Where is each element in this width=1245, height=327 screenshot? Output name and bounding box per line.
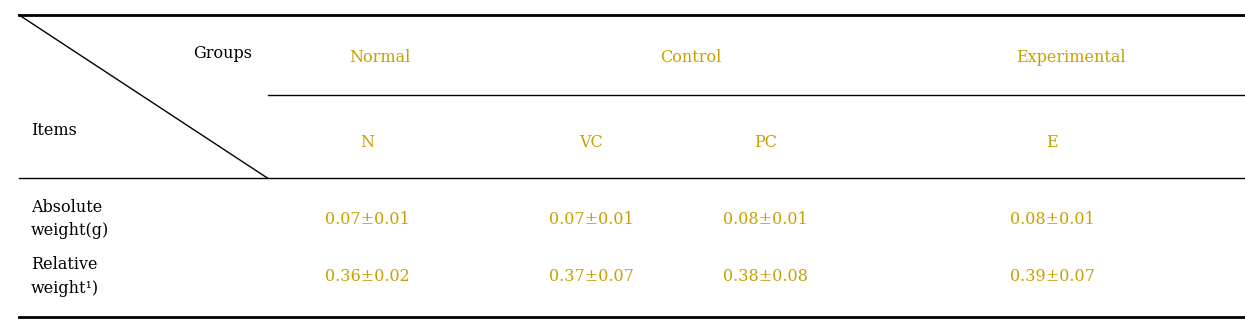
Text: 0.37±0.07: 0.37±0.07 (549, 268, 634, 285)
Text: 0.39±0.07: 0.39±0.07 (1010, 268, 1094, 285)
Text: E: E (1046, 134, 1058, 151)
Text: 0.08±0.01: 0.08±0.01 (723, 211, 808, 228)
Text: 0.07±0.01: 0.07±0.01 (325, 211, 410, 228)
Text: Experimental: Experimental (1016, 49, 1125, 66)
Text: N: N (360, 134, 375, 151)
Text: 0.08±0.01: 0.08±0.01 (1010, 211, 1094, 228)
Text: 0.36±0.02: 0.36±0.02 (325, 268, 410, 285)
Text: Absolute
weight(g): Absolute weight(g) (31, 199, 110, 239)
Text: Normal: Normal (349, 49, 411, 66)
Text: Relative
weight¹): Relative weight¹) (31, 256, 100, 297)
Text: Groups: Groups (193, 45, 251, 62)
Text: Control: Control (660, 49, 722, 66)
Text: 0.07±0.01: 0.07±0.01 (549, 211, 634, 228)
Text: 0.38±0.08: 0.38±0.08 (723, 268, 808, 285)
Text: Items: Items (31, 122, 77, 139)
Text: VC: VC (579, 134, 604, 151)
Text: PC: PC (754, 134, 777, 151)
